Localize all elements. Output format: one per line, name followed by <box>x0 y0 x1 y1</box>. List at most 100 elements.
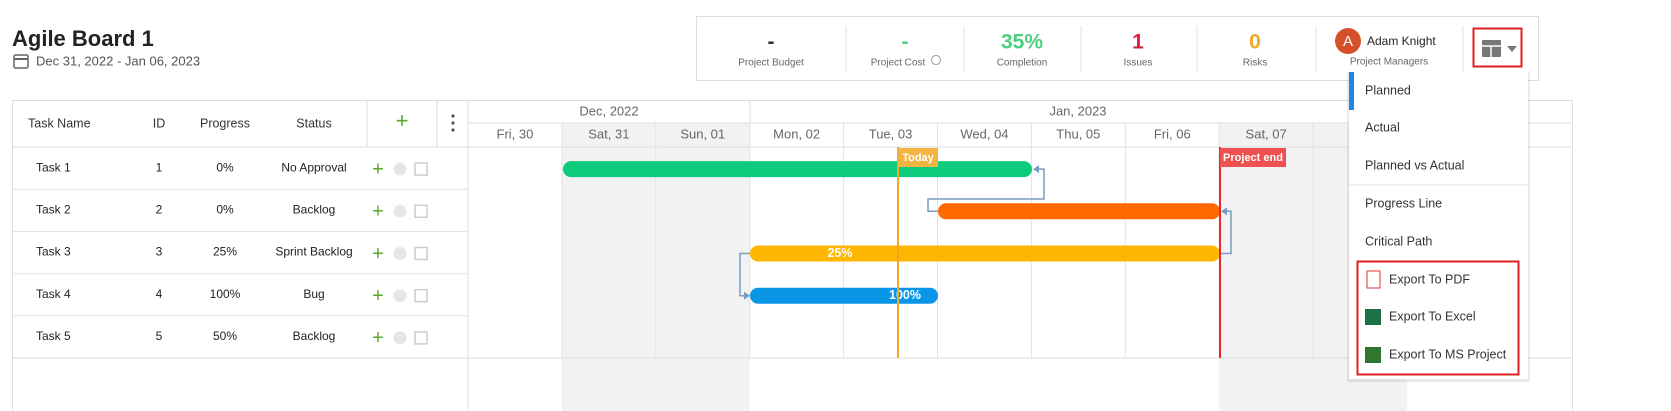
cell: Sprint Backlog <box>275 245 352 259</box>
menu-item[interactable]: Actual <box>1365 120 1400 134</box>
row-edit[interactable] <box>414 331 428 345</box>
kebab-dot[interactable] <box>451 114 455 118</box>
cell: Task 1 <box>36 160 71 174</box>
column-header: Task Name <box>28 116 91 130</box>
cell: Backlog <box>293 202 336 216</box>
cell: No Approval <box>281 160 346 174</box>
stat-value: - <box>768 31 775 54</box>
cell: Task 4 <box>36 287 71 301</box>
cell: Task 3 <box>36 245 71 259</box>
task-bar[interactable] <box>563 161 1032 178</box>
cell: Bug <box>303 287 324 301</box>
column-header: Status <box>296 116 331 130</box>
month-label: Dec, 2022 <box>579 103 638 118</box>
manager-label: Project Managers <box>1350 57 1428 68</box>
today-label: Today <box>902 152 934 164</box>
cell: Task 2 <box>36 202 71 216</box>
cell: 50% <box>213 329 237 343</box>
kebab-dot[interactable] <box>451 128 455 132</box>
day-label: Sun, 01 <box>680 126 725 141</box>
project-end-label: Project end <box>1223 152 1283 164</box>
dependency-arrow <box>1033 165 1039 174</box>
day-label: Thu, 05 <box>1056 126 1100 141</box>
cell: 5 <box>156 329 163 343</box>
cell: Task 5 <box>36 329 71 343</box>
row-add[interactable]: + <box>372 201 384 223</box>
excel-icon <box>1365 309 1381 325</box>
project-icon <box>1365 347 1381 363</box>
cell: 4 <box>156 287 163 301</box>
day-label: Sat, 07 <box>1246 126 1287 141</box>
today-flag <box>898 148 938 167</box>
stat-value: 35% <box>1001 31 1043 54</box>
day-label: Fri, 30 <box>497 126 534 141</box>
grid-frame <box>12 100 1573 411</box>
row-check[interactable] <box>393 204 407 218</box>
row-check[interactable] <box>393 289 407 303</box>
row-edit[interactable] <box>414 204 428 219</box>
help-icon <box>931 55 941 65</box>
avatar <box>1335 28 1361 54</box>
menu-item[interactable]: Export To MS Project <box>1389 347 1507 361</box>
row-edit[interactable] <box>414 162 428 176</box>
menu-active-indicator <box>1349 72 1354 110</box>
menu-item[interactable]: Export To PDF <box>1389 272 1470 286</box>
bar-label: 25% <box>827 246 852 260</box>
day-label: Tue, 03 <box>869 126 913 141</box>
project-end-flag <box>1220 148 1286 167</box>
row-check[interactable] <box>393 331 407 345</box>
manager-name: Adam Knight <box>1367 34 1436 48</box>
task-bar[interactable] <box>938 203 1220 220</box>
row-check[interactable] <box>393 247 407 260</box>
menu-item[interactable]: Critical Path <box>1365 234 1432 248</box>
avatar-initial: A <box>1343 33 1353 50</box>
stat-label: Project Cost <box>871 58 926 69</box>
date-range: Dec 31, 2022 - Jan 06, 2023 <box>36 53 200 68</box>
dependency-arrow <box>744 291 750 300</box>
dependency-line <box>927 168 1045 213</box>
stat-label: Issues <box>1124 58 1153 69</box>
row-add[interactable]: + <box>372 285 384 307</box>
row-edit[interactable] <box>414 246 428 261</box>
task-bar[interactable] <box>750 245 1220 262</box>
stat-label: Risks <box>1243 58 1267 69</box>
cell: 3 <box>156 245 163 259</box>
weekend-shade <box>1219 123 1314 411</box>
dropdown-caret <box>1507 46 1517 52</box>
stat-label: Project Budget <box>738 58 804 69</box>
menu-item[interactable]: Progress Line <box>1365 196 1442 210</box>
task-bar[interactable] <box>750 287 938 304</box>
stats-box <box>696 16 1539 81</box>
dropdown-menu <box>1349 72 1528 379</box>
calendar-icon <box>13 54 29 69</box>
menu-item[interactable]: Export To Excel <box>1389 309 1476 323</box>
dependency-line <box>1220 210 1232 255</box>
stat-label: Completion <box>997 58 1048 69</box>
stat-value: 1 <box>1132 31 1144 54</box>
row-edit[interactable] <box>414 288 428 303</box>
dependency-line <box>739 252 750 297</box>
bar-label: 100% <box>889 288 921 302</box>
row-add[interactable]: + <box>372 243 384 265</box>
pdf-icon <box>1366 270 1381 289</box>
row-add[interactable]: + <box>372 327 384 349</box>
stat-value: 0 <box>1249 31 1261 54</box>
row-check[interactable] <box>393 162 407 176</box>
stat-value: - <box>902 31 909 54</box>
row-add[interactable]: + <box>372 158 384 180</box>
day-label: Fri, 06 <box>1154 126 1191 141</box>
cell: 0% <box>216 202 234 216</box>
column-header: ID <box>153 116 166 130</box>
cell: Backlog <box>293 329 336 343</box>
add-task-button[interactable]: + <box>396 108 409 133</box>
day-label: Wed, 04 <box>960 126 1008 141</box>
month-label: Jan, 2023 <box>1049 103 1106 118</box>
kebab-dot[interactable] <box>451 121 455 125</box>
cell: 25% <box>213 245 237 259</box>
export-highlight <box>1356 260 1520 376</box>
cell: 1 <box>156 160 163 174</box>
menu-item[interactable]: Planned <box>1365 83 1411 97</box>
menu-item[interactable]: Planned vs Actual <box>1365 158 1464 172</box>
cell: 2 <box>156 202 163 216</box>
